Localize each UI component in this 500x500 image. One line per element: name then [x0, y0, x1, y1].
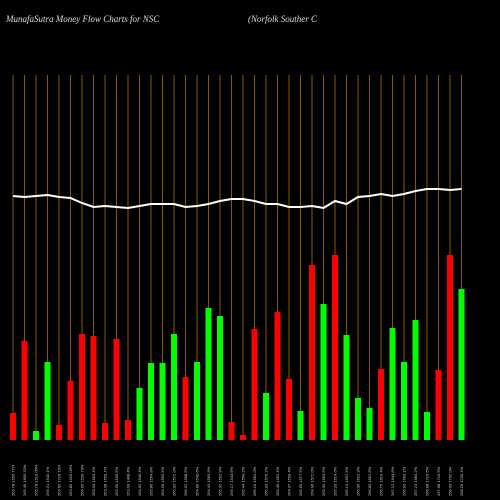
- x-tick-label: 265.17 1544.6%: [229, 466, 234, 496]
- x-tick-label: 265.20 1614.6%: [333, 466, 338, 496]
- bar: [412, 320, 419, 440]
- x-tick-label: 265.90 1572.0%: [172, 466, 177, 496]
- bar: [79, 334, 85, 440]
- x-tick-label: 265.13 1637.9%: [344, 466, 349, 496]
- bar: [182, 377, 189, 440]
- bar: [136, 388, 143, 440]
- x-tick-label: 264.37 1590.4%: [287, 466, 292, 496]
- bar: [263, 393, 269, 440]
- x-tick-label: 264.95 1555.9%: [160, 466, 165, 496]
- bar: [240, 435, 246, 440]
- x-tick-label: 263.95 1536.5%: [114, 466, 119, 496]
- bar: [21, 341, 28, 440]
- x-tick-label: 263.09 1498.4%: [126, 466, 131, 496]
- chart-subtitle: (Norfolk Souther C: [248, 14, 318, 24]
- x-tick-label: 264.80 1540.6%: [195, 466, 200, 496]
- x-tick-label: 266.10 1581.0%: [252, 466, 257, 496]
- bar: [343, 335, 350, 440]
- bar: [113, 339, 120, 440]
- x-tick-label: 266.83 1607.6%: [367, 466, 372, 496]
- bar: [171, 334, 177, 440]
- bar: [320, 304, 327, 440]
- bar: [458, 289, 465, 440]
- line: [12, 188, 462, 210]
- bar: [148, 363, 154, 440]
- chart-title: MunafaSutra Money Flow Charts for NSC: [5, 14, 160, 24]
- bar: [33, 431, 39, 440]
- x-tick-label: 265.31 1542.1%: [45, 466, 50, 496]
- x-tick-label: 264.96 1530.79%: [80, 464, 85, 496]
- bar: [332, 255, 338, 440]
- bar: [251, 329, 258, 440]
- x-tick-label: 266.02 1568.5%: [183, 466, 188, 496]
- bar: [217, 316, 223, 440]
- bar: [435, 370, 442, 440]
- bar: [194, 362, 200, 440]
- bar: [10, 413, 16, 440]
- bar: [286, 379, 292, 440]
- x-tick-label: 266.98 1710.5%: [425, 466, 430, 496]
- x-tick-label: 265.44 1560.2%: [241, 466, 246, 496]
- bar: [125, 420, 131, 440]
- bar: [366, 408, 373, 440]
- x-tick-label: 265.49 1605.32%: [22, 464, 27, 496]
- x-tick-label: 266.06 1622.3%: [356, 466, 361, 496]
- bar: [424, 412, 430, 440]
- bar: [205, 308, 212, 440]
- x-tick-label: 266.75 1619.4%: [379, 466, 384, 496]
- x-tick-label: 268.26 1709.1%: [459, 466, 464, 496]
- x-tick-label: 263.85 1520.09%: [68, 464, 73, 496]
- x-tick-label: 266.93 1693.1%: [402, 466, 407, 496]
- x-tick-label: 267.68 1716.5%: [436, 466, 441, 496]
- x-tick-label: 263.65 1716.16%: [57, 464, 62, 496]
- bar: [274, 312, 281, 440]
- x-tick-label: 265.05 1593.5%: [321, 466, 326, 496]
- x-tick-label: 268.09 1702.0%: [448, 466, 453, 496]
- bar: [309, 265, 315, 440]
- bar: [67, 381, 74, 440]
- x-tick-label: 264.43 1565.9%: [206, 466, 211, 496]
- bar: [378, 369, 384, 440]
- x-tick-label: 263.08 1550.1%: [103, 466, 108, 496]
- x-tick-label: 265.65 1577.5%: [298, 466, 303, 496]
- bar: [159, 363, 166, 440]
- x-tick-label: 263.04 1563.4%: [91, 466, 96, 496]
- x-tick-label: 264.62 1545.4%: [137, 466, 142, 496]
- bar: [228, 422, 235, 440]
- bar: [44, 362, 51, 440]
- bar: [90, 336, 97, 440]
- bar: [102, 423, 108, 440]
- x-tick-label: 263.78 1556.77%: [11, 464, 16, 496]
- x-tick-label: 265.46 1552.4%: [275, 466, 280, 496]
- x-tick-label: 264.96 1572.0%: [310, 466, 315, 496]
- bar: [389, 328, 396, 440]
- x-tick-label: 265.33 1576.2%: [264, 466, 269, 496]
- x-tick-label: 265.78 1510.09%: [34, 464, 39, 496]
- bar: [297, 411, 304, 440]
- bar: [447, 255, 453, 440]
- bar: [56, 425, 62, 440]
- bar: [355, 398, 361, 440]
- bar: [401, 362, 407, 440]
- x-tick-label: 267.12 1644.6%: [390, 466, 395, 496]
- x-tick-label: 265.02 1592.9%: [218, 466, 223, 496]
- x-tick-label: 267.23 1684.2%: [413, 466, 418, 496]
- x-tick-label: 265.86 1564.8%: [149, 466, 154, 496]
